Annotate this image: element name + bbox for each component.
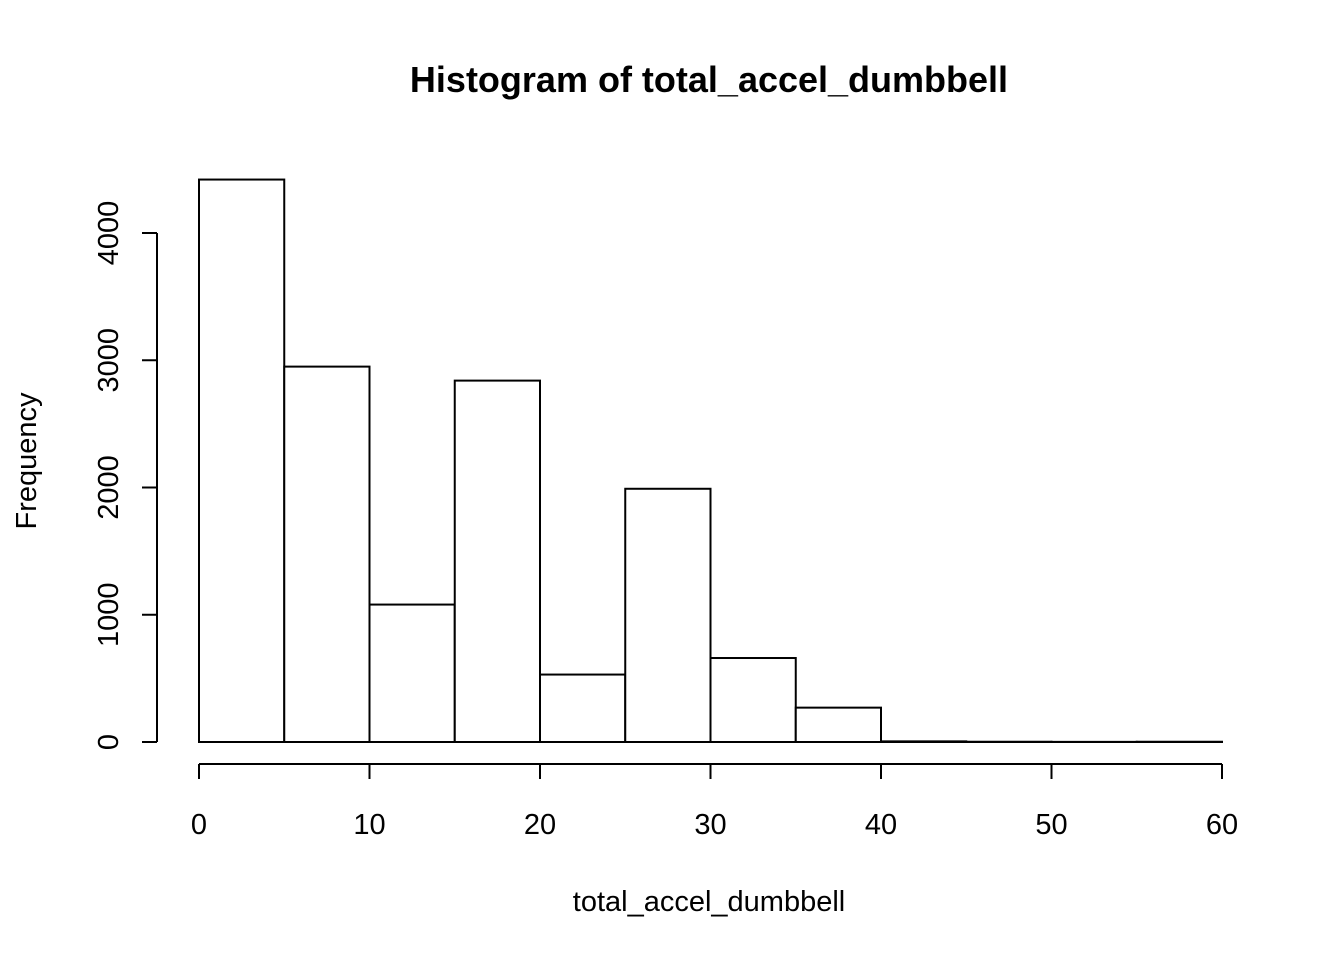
histogram-bar — [368, 603, 456, 743]
histogram-bar — [880, 740, 968, 744]
x-tick-label: 20 — [524, 809, 556, 841]
histogram-bar — [283, 365, 371, 743]
histogram-bar — [624, 487, 712, 743]
y-axis-label: Frequency — [11, 392, 43, 530]
histogram-bar — [453, 379, 541, 743]
x-tick-label: 40 — [865, 809, 897, 841]
y-tick-label: 4000 — [93, 201, 125, 266]
histogram-bar — [794, 706, 882, 744]
y-tick-label: 1000 — [93, 582, 125, 647]
y-tick-label: 0 — [93, 734, 125, 750]
bars-group — [198, 178, 1223, 744]
y-tick-label: 2000 — [93, 455, 125, 520]
x-tick-label: 30 — [694, 809, 726, 841]
histogram-bar — [539, 673, 627, 743]
y-tick-label: 3000 — [93, 328, 125, 393]
y-axis: 0 1000 2000 3000 4000 — [93, 201, 158, 750]
x-tick-label: 60 — [1206, 809, 1238, 841]
x-axis: 0 10 20 30 40 50 60 — [191, 763, 1238, 841]
histogram-bar — [198, 178, 286, 743]
x-axis-label: total_accel_dumbbell — [573, 886, 845, 918]
x-tick-label: 0 — [191, 809, 207, 841]
chart-title: Histogram of total_accel_dumbbell — [410, 59, 1008, 100]
x-tick-label: 10 — [353, 809, 385, 841]
histogram-bar — [709, 657, 797, 744]
x-tick-label: 50 — [1035, 809, 1067, 841]
